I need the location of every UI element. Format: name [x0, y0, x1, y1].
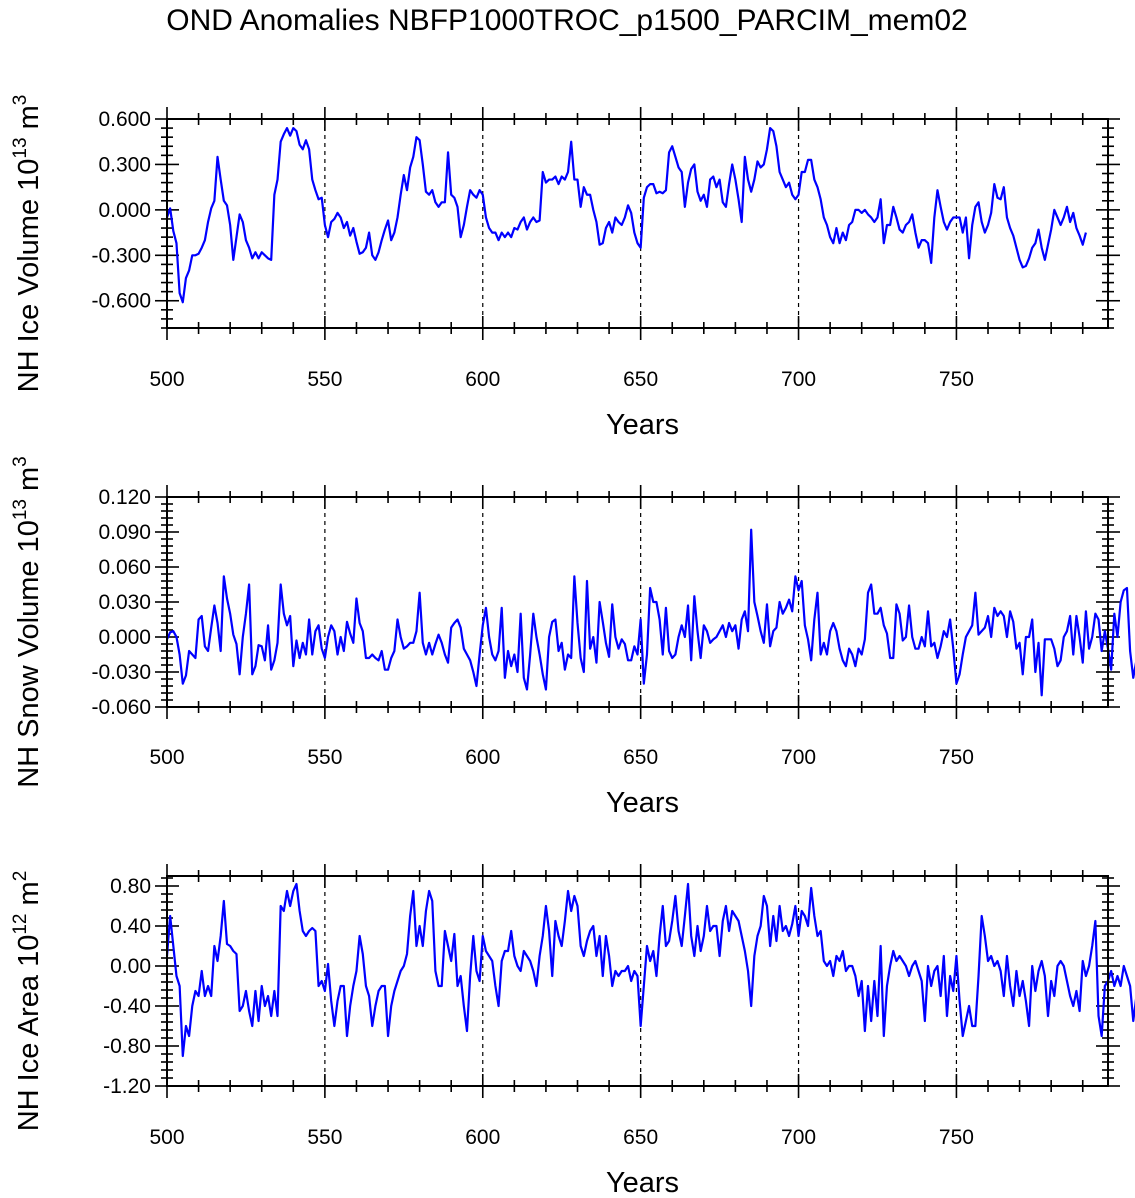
x-tick-label-500: 500 [149, 746, 184, 769]
x-tick-label-750: 750 [939, 1126, 974, 1149]
y-tick-label: -0.300 [91, 244, 151, 267]
x-tick-label-550: 550 [307, 746, 342, 769]
y-axis-label-unit: m [13, 467, 45, 499]
y-axis-label: NH Ice Volume 1013 m3 [10, 95, 45, 393]
y-tick-label: -1.20 [103, 1075, 151, 1098]
y-tick-label: -0.030 [91, 661, 151, 684]
x-tick-label-600: 600 [465, 368, 500, 391]
y-axis-label-text: NH Ice Area 10 [13, 935, 45, 1132]
y-axis-label-text: NH Ice Volume 10 [13, 159, 45, 393]
x-tick-label-600: 600 [465, 1126, 500, 1149]
data-series-line [165, 126, 1087, 304]
data-series-line [165, 882, 1135, 1058]
x-tick-label-550: 550 [307, 1126, 342, 1149]
x-tick-label-500: 500 [149, 368, 184, 391]
y-tick-label: 0.300 [98, 153, 151, 176]
panel-3: 500 550 600 650 700 750 0.80 0.40 0.00 -0.40 -0.80… [10, 864, 1135, 1198]
x-tick-label-700: 700 [781, 1126, 816, 1149]
chart-title: OND Anomalies NBFP1000TROC_p1500_PARCIM_… [166, 4, 967, 37]
x-tick-label-700: 700 [781, 368, 816, 391]
y-tick-label: 0.060 [98, 556, 151, 579]
y-tick-label: 0.090 [98, 521, 151, 544]
y-axis-label-exponent: 13 [10, 499, 31, 520]
x-tick-label-750: 750 [939, 746, 974, 769]
data-series-line [165, 528, 1135, 697]
y-tick-label: 0.80 [110, 875, 151, 898]
y-axis-label-exponent: 12 [10, 914, 31, 935]
x-axis-label: Years [606, 1167, 679, 1198]
y-tick-label: 0.120 [98, 486, 151, 509]
x-tick-label-650: 650 [623, 746, 658, 769]
y-axis-label: NH Ice Area 1012 m2 [10, 871, 45, 1132]
x-tick-label-550: 550 [307, 368, 342, 391]
y-tick-label: 0.000 [98, 199, 151, 222]
y-axis-label-unit-exponent: 3 [10, 95, 31, 106]
x-axis-label: Years [606, 409, 679, 441]
plot-frame [166, 875, 1109, 1087]
x-tick-label-500: 500 [149, 1126, 184, 1149]
y-tick-label: 0.000 [98, 626, 151, 649]
y-tick-label: -0.80 [103, 1035, 151, 1058]
y-axis-label: NH Snow Volume 1013 m3 [10, 456, 45, 788]
x-tick-label-700: 700 [781, 746, 816, 769]
plot-frame [166, 496, 1109, 708]
panel-2: 500 550 600 650 700 750 0.120 0.090 0.060 0.030 0.… [10, 456, 1135, 819]
y-axis-label-unit: m [13, 881, 45, 913]
x-tick-label-650: 650 [623, 1126, 658, 1149]
x-tick-label-600: 600 [465, 746, 500, 769]
y-axis-label-unit: m [13, 105, 45, 137]
y-tick-label: 0.030 [98, 591, 151, 614]
y-axis-label-unit-exponent: 2 [10, 871, 31, 882]
y-tick-label: 0.600 [98, 108, 151, 131]
plot-frame [166, 118, 1109, 329]
y-tick-label: 0.00 [110, 955, 151, 978]
y-tick-label: -0.600 [91, 290, 151, 313]
x-tick-label-650: 650 [623, 368, 658, 391]
y-axis-label-exponent: 13 [10, 137, 31, 158]
x-tick-label-750: 750 [939, 368, 974, 391]
y-axis-label-text: NH Snow Volume 10 [13, 520, 45, 788]
y-tick-label: -0.060 [91, 696, 151, 719]
x-axis-label: Years [606, 787, 679, 819]
y-tick-label: -0.40 [103, 995, 151, 1018]
y-axis-label-unit-exponent: 3 [10, 456, 31, 467]
panel-1: 500 550 600 650 700 750 0.600 0.300 0.000 -0.300 -… [10, 95, 1120, 441]
y-tick-label: 0.40 [110, 915, 151, 938]
